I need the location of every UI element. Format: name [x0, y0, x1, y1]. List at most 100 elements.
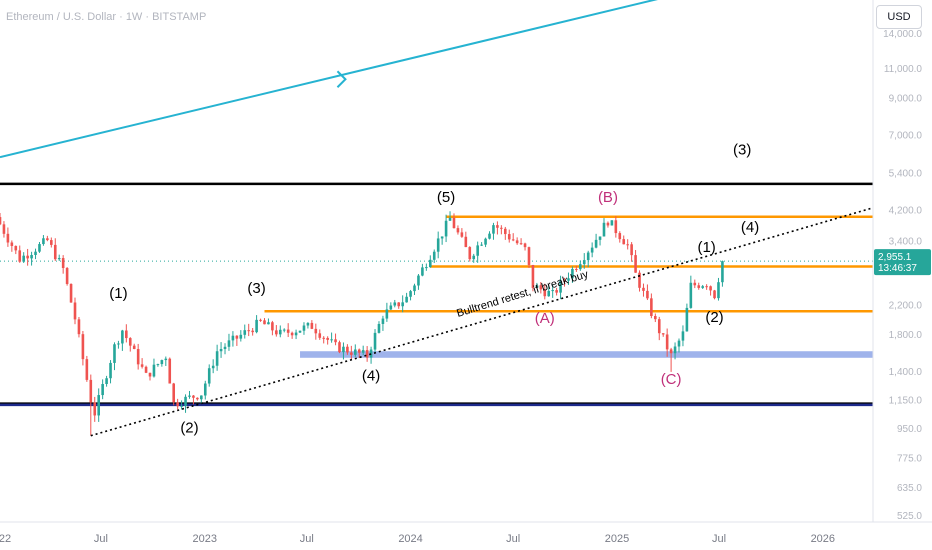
time-tick-label: 2024 — [398, 533, 422, 545]
candle-body — [215, 351, 219, 366]
candle-body — [14, 245, 18, 251]
candles-layer — [0, 211, 724, 436]
candle-body — [235, 335, 239, 339]
candle-body — [10, 242, 14, 246]
candle-body — [555, 290, 558, 293]
wave-label: (2) — [705, 309, 723, 326]
candle-body — [326, 337, 329, 340]
candle-body — [405, 296, 408, 303]
candle-body — [488, 233, 491, 239]
candle-body — [188, 395, 191, 397]
candle-body — [152, 364, 156, 377]
candle-body — [290, 332, 294, 336]
candle-body — [586, 252, 590, 261]
candle-body — [547, 290, 551, 297]
candle-body — [689, 282, 693, 308]
candle-body — [460, 232, 464, 237]
candle-body — [207, 368, 211, 384]
time-tick-label: Jul — [506, 533, 520, 545]
candle-body — [559, 280, 562, 293]
candle-body — [650, 298, 653, 316]
candle-body — [515, 240, 519, 244]
candle-body — [357, 349, 361, 353]
wave-label: (2) — [180, 419, 198, 436]
candle-body — [160, 360, 164, 365]
candle-body — [148, 372, 152, 377]
candle-body — [85, 359, 89, 380]
candle-body — [693, 282, 697, 286]
candle-body — [511, 239, 515, 241]
arrow-icon — [336, 70, 347, 88]
candle-body — [61, 258, 65, 269]
candle-body — [298, 330, 302, 333]
candle-body — [180, 405, 183, 407]
wave-label: (B) — [598, 189, 618, 206]
candle-body — [523, 243, 527, 248]
time-tick-label: Jul — [94, 533, 108, 545]
price-tick-label: 775.0 — [897, 454, 922, 465]
candle-body — [669, 349, 673, 354]
candle-body — [476, 245, 479, 256]
countdown-value: 13:46:37 — [878, 263, 917, 274]
candle-body — [401, 302, 404, 307]
candle-body — [657, 319, 661, 334]
candle-body — [531, 264, 535, 288]
candle-body — [22, 255, 25, 262]
candle-body — [602, 222, 606, 237]
candle-body — [172, 383, 175, 403]
candle-body — [614, 220, 618, 234]
candle-body — [452, 217, 456, 229]
price-tick-label: 2,200.0 — [889, 300, 923, 311]
candle-body — [267, 322, 270, 325]
candle-body — [421, 267, 424, 276]
candle-body — [73, 302, 77, 320]
candle-body — [97, 395, 100, 416]
candle-body — [211, 365, 215, 369]
candle-body — [0, 217, 2, 225]
currency-button[interactable]: USD — [876, 5, 922, 29]
candle-body — [196, 397, 199, 400]
candle-body — [539, 285, 543, 290]
wave-label: (1) — [697, 239, 715, 256]
price-tick-label: 950.0 — [897, 424, 922, 435]
candle-body — [484, 238, 487, 245]
candle-body — [69, 283, 73, 303]
candle-body — [30, 255, 33, 259]
candle-body — [622, 239, 626, 245]
candle-body — [294, 332, 298, 336]
drawings-layer: (1)(2)(3)(4)(5)(A)(B)(C)(1)(2)(4)(3)(5)B… — [0, 0, 874, 436]
price-tick-label: 5,400.0 — [889, 169, 923, 180]
candle-body — [713, 290, 716, 299]
candle-body — [140, 364, 144, 367]
price-tick-label: 9,000.0 — [889, 94, 923, 105]
candle-body — [567, 278, 570, 281]
wave-label: (A) — [535, 310, 555, 327]
candle-body — [128, 338, 132, 346]
candle-body — [721, 261, 724, 283]
candle-body — [504, 228, 507, 235]
price-tick-label: 11,000.0 — [884, 64, 923, 75]
candle-body — [271, 322, 274, 331]
candle-body — [184, 396, 187, 406]
candle-body — [385, 309, 389, 319]
price-tick-label: 1,150.0 — [889, 396, 923, 407]
wave-label: (4) — [741, 219, 759, 236]
candle-body — [373, 332, 377, 350]
time-tick-label: Jul — [300, 533, 314, 545]
candle-body — [2, 224, 6, 234]
candle-body — [50, 240, 53, 245]
candle-body — [223, 346, 227, 350]
candle-body — [377, 323, 381, 333]
candle-body — [444, 220, 448, 237]
candle-body — [638, 272, 641, 288]
time-tick-label: 2025 — [605, 533, 629, 545]
wave-label: (3) — [733, 142, 751, 159]
candle-body — [417, 275, 420, 286]
wave-label: (1) — [109, 285, 127, 302]
candle-body — [144, 366, 148, 373]
candle-body — [543, 289, 547, 297]
price-tick-label: 3,400.0 — [889, 237, 923, 248]
candle-body — [310, 322, 314, 329]
candle-body — [685, 307, 689, 332]
